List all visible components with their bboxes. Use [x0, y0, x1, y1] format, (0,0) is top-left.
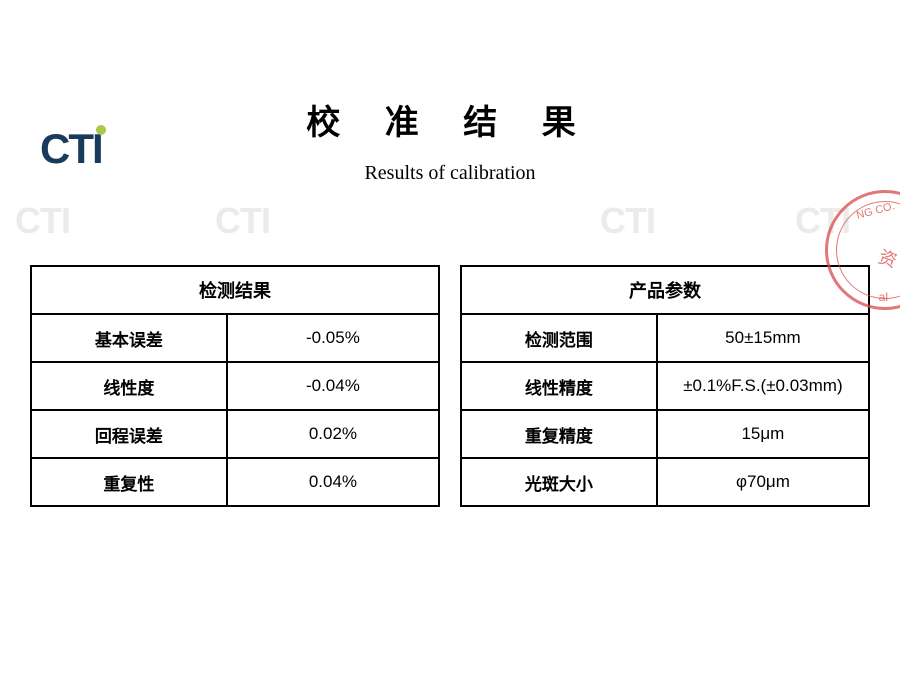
table-row: 检测范围 50±15mm [461, 314, 869, 362]
row-value: ±0.1%F.S.(±0.03mm) [657, 362, 869, 410]
row-label: 重复精度 [461, 410, 657, 458]
logo: CTI [40, 125, 112, 173]
row-value: 0.04% [227, 458, 439, 506]
row-value: 50±15mm [657, 314, 869, 362]
row-label: 重复性 [31, 458, 227, 506]
table-row: 线性度 -0.04% [31, 362, 439, 410]
row-label: 回程误差 [31, 410, 227, 458]
table-row: 回程误差 0.02% [31, 410, 439, 458]
table-row: 重复精度 15μm [461, 410, 869, 458]
title-english: Results of calibration [0, 162, 900, 185]
title-chinese: 校 准 结 果 [0, 95, 900, 144]
row-value: φ70μm [657, 458, 869, 506]
row-label: 检测范围 [461, 314, 657, 362]
watermark: CTI [215, 200, 270, 242]
watermark: CTI [600, 200, 655, 242]
table-row: 重复性 0.04% [31, 458, 439, 506]
row-value: -0.04% [227, 362, 439, 410]
table-row: 线性精度 ±0.1%F.S.(±0.03mm) [461, 362, 869, 410]
tables-container: 检测结果 基本误差 -0.05% 线性度 -0.04% 回程误差 0.02% 重… [30, 265, 870, 507]
logo-dot [96, 125, 106, 135]
watermark: CTI [15, 200, 70, 242]
logo-text: CTI [40, 125, 102, 172]
row-label: 光斑大小 [461, 458, 657, 506]
row-value: 15μm [657, 410, 869, 458]
table-row: 基本误差 -0.05% [31, 314, 439, 362]
params-table: 产品参数 检测范围 50±15mm 线性精度 ±0.1%F.S.(±0.03mm… [460, 265, 870, 507]
stamp-text: al [879, 290, 888, 304]
row-value: 0.02% [227, 410, 439, 458]
results-header: 检测结果 [31, 266, 439, 314]
row-label: 基本误差 [31, 314, 227, 362]
table-row: 光斑大小 φ70μm [461, 458, 869, 506]
row-label: 线性精度 [461, 362, 657, 410]
params-header: 产品参数 [461, 266, 869, 314]
results-table: 检测结果 基本误差 -0.05% 线性度 -0.04% 回程误差 0.02% 重… [30, 265, 440, 507]
row-value: -0.05% [227, 314, 439, 362]
row-label: 线性度 [31, 362, 227, 410]
